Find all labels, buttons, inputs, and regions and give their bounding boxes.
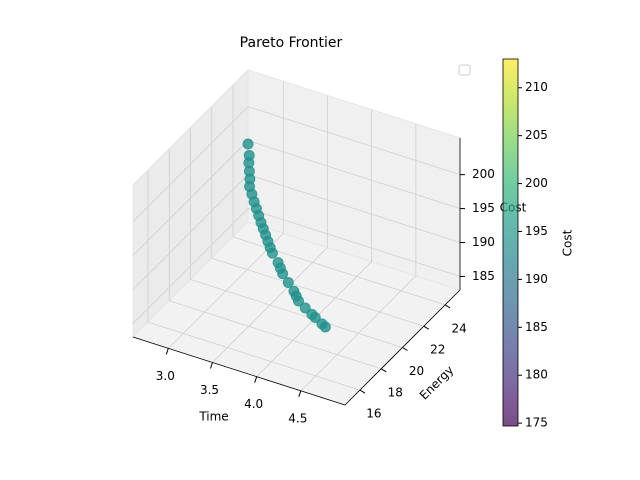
- grid-line: [147, 321, 361, 391]
- y-tick-label: 16: [366, 407, 381, 421]
- legend: [458, 64, 471, 76]
- point: [299, 302, 311, 314]
- colorbar-tick-label: 205: [525, 128, 548, 142]
- grid-line: [132, 208, 249, 324]
- x-axis-label: Time: [198, 410, 228, 424]
- tick-mark: [380, 368, 387, 373]
- point: [309, 312, 321, 324]
- tick-mark: [444, 304, 451, 309]
- colorbar-tick-label: 195: [525, 224, 548, 238]
- grid-line: [132, 140, 249, 256]
- colorbar-tick-label: 200: [525, 176, 548, 190]
- z-tick-label: 185: [472, 269, 495, 283]
- point: [277, 268, 289, 280]
- chart-title: Pareto Frontier: [240, 35, 343, 51]
- colorbar-tick-label: 190: [525, 272, 548, 286]
- grid-line: [169, 300, 382, 370]
- tick-mark: [165, 348, 169, 355]
- grid-line: [190, 279, 403, 348]
- z-tick-label: 190: [472, 235, 495, 249]
- x-tick-label: 3.0: [156, 369, 175, 383]
- point: [266, 247, 278, 259]
- colorbar-tick-label: 175: [525, 416, 548, 430]
- grid-line: [247, 208, 461, 277]
- colorbar-label: Cost: [561, 229, 575, 256]
- x-tick-label: 4.5: [288, 411, 307, 425]
- point: [282, 276, 294, 288]
- colorbar: [502, 58, 519, 427]
- x-tick-label: 3.5: [200, 383, 219, 397]
- colorbar-tick-label: 185: [525, 320, 548, 334]
- x-tick-label: 4.0: [244, 397, 263, 411]
- axes-3d: [132, 68, 465, 406]
- y-tick-label: 20: [409, 364, 424, 378]
- point: [319, 321, 331, 333]
- point: [293, 295, 305, 307]
- tick-mark: [423, 325, 430, 330]
- grid-line: [247, 106, 461, 176]
- y-tick-label: 24: [451, 321, 466, 335]
- tick-mark: [210, 362, 213, 369]
- point: [242, 138, 254, 150]
- tick-mark: [254, 376, 258, 383]
- z-tick-label: 195: [472, 201, 495, 215]
- tick-mark: [402, 347, 408, 351]
- y-tick-label: 22: [430, 343, 445, 357]
- grid-line: [247, 140, 461, 209]
- x-axis: [132, 336, 346, 406]
- colorbar-tick-label: 210: [525, 80, 548, 94]
- z-tick-label: 200: [472, 167, 495, 181]
- y-tick-label: 18: [388, 385, 403, 399]
- colorbar-tick-label: 180: [525, 368, 548, 382]
- tick-mark: [298, 390, 302, 397]
- grid-line: [132, 106, 249, 222]
- grid-line: [247, 174, 461, 243]
- grid-line: [211, 257, 424, 327]
- y-axis: [344, 289, 461, 406]
- tick-mark: [359, 389, 366, 394]
- grid-line: [132, 174, 249, 290]
